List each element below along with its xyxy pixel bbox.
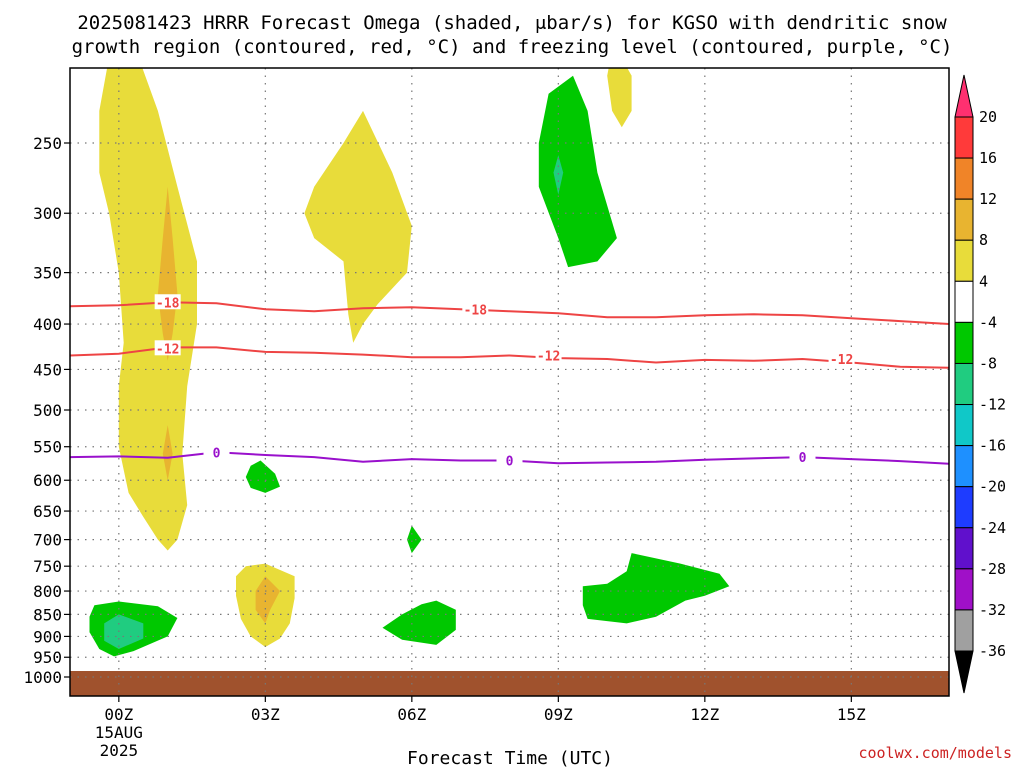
y-tick-label-2: 350 bbox=[33, 264, 62, 283]
y-tick-label-9: 700 bbox=[33, 531, 62, 550]
colorbar-label-10: -24 bbox=[979, 519, 1006, 537]
contour-label-bg-0-0 bbox=[154, 294, 181, 310]
colorbar-label-4: 4 bbox=[979, 272, 988, 290]
y-tick-label-8: 650 bbox=[33, 502, 62, 521]
contour-label-1-1: -12 bbox=[537, 349, 560, 364]
colorbar-top-arrow bbox=[954, 74, 974, 118]
colorbar-box-4 bbox=[954, 280, 974, 323]
y-tick-label-14: 950 bbox=[33, 648, 62, 667]
colorbar-box-11 bbox=[954, 568, 974, 611]
contour-label-bg-2-1 bbox=[496, 452, 523, 468]
chart-title-line-1: 2025081423 HRRR Forecast Omega (shaded, … bbox=[77, 12, 947, 34]
omega-shading bbox=[89, 68, 730, 657]
y-tick-label-11: 800 bbox=[33, 582, 62, 601]
y-tick-label-15: 1000 bbox=[23, 668, 62, 687]
omega-region-6 bbox=[553, 155, 564, 195]
omega-region-1 bbox=[157, 186, 178, 361]
colorbar-box-2 bbox=[954, 198, 974, 241]
contour-label-bg-2-2 bbox=[789, 449, 816, 465]
colorbar-box-12 bbox=[954, 609, 974, 652]
x-tick-label-3: 09Z bbox=[544, 705, 573, 724]
y-tick-label-6: 550 bbox=[33, 438, 62, 457]
contour-label-bg-1-0 bbox=[154, 340, 181, 356]
y-tick-label-7: 600 bbox=[33, 471, 62, 490]
x-tick-label-0: 00Z bbox=[104, 705, 133, 724]
omega-region-10 bbox=[255, 576, 280, 624]
colorbar-box-8 bbox=[954, 445, 974, 488]
contour-label-bg-1-1 bbox=[535, 347, 562, 363]
colorbar-label-8: -16 bbox=[979, 437, 1006, 455]
omega-region-0 bbox=[99, 68, 197, 551]
contour-label-2-0: 0 bbox=[213, 446, 221, 461]
y-tick-label-5: 500 bbox=[33, 401, 62, 420]
contour-label-bg-0-1 bbox=[462, 301, 489, 317]
omega-region-4 bbox=[607, 68, 632, 128]
y-tick-label-13: 900 bbox=[33, 627, 62, 646]
colorbar-label-12: -32 bbox=[979, 601, 1006, 619]
plot-frame bbox=[69, 67, 950, 697]
grid-lines bbox=[70, 68, 949, 696]
colorbar-box-3 bbox=[954, 239, 974, 282]
contour-line-0 bbox=[70, 301, 949, 325]
colorbar-box-5 bbox=[954, 321, 974, 364]
chart-title-line-2: growth region (contoured, red, °C) and f… bbox=[72, 36, 953, 58]
y-tick-label-3: 400 bbox=[33, 315, 62, 334]
colorbar-label-6: -8 bbox=[979, 354, 997, 372]
colorbar-label-3: 8 bbox=[979, 231, 988, 249]
contour-line-1 bbox=[70, 346, 949, 369]
x-axis-label: Forecast Time (UTC) bbox=[407, 748, 613, 768]
terrain-ground bbox=[70, 671, 949, 696]
x-tick-label-1: 03Z bbox=[251, 705, 280, 724]
y-tick-label-12: 850 bbox=[33, 605, 62, 624]
colorbar: 20 16 12 8 4 -4 -8 -12 -16 -20 -24 -28 -32 -36 bbox=[954, 74, 1006, 694]
colorbar-box-7 bbox=[954, 404, 974, 447]
contour-label-1-2: -12 bbox=[830, 353, 853, 368]
omega-region-5 bbox=[538, 75, 617, 268]
colorbar-label-7: -12 bbox=[979, 396, 1006, 414]
contour-label-0-1: -18 bbox=[464, 303, 488, 318]
contour-label-bg-1-2 bbox=[828, 351, 855, 367]
y-tick-label-10: 750 bbox=[33, 557, 62, 576]
colorbar-box-10 bbox=[954, 527, 974, 570]
colorbar-label-9: -20 bbox=[979, 478, 1006, 496]
credit-text: coolwx.com/models bbox=[858, 744, 1012, 762]
x-tick-label-2: 06Z bbox=[397, 705, 426, 724]
y-tick-label-0: 250 bbox=[33, 134, 62, 153]
x-tick-date-0: 15AUG bbox=[95, 723, 143, 742]
colorbar-bottom-arrow bbox=[954, 650, 974, 694]
colorbar-label-5: -4 bbox=[979, 313, 997, 331]
temperature-contours: -18 -18 -12 -12 -12 0 0 0 bbox=[70, 294, 949, 469]
x-tick-label-4: 12Z bbox=[690, 705, 719, 724]
x-tick-year-0: 2025 bbox=[100, 741, 139, 760]
contour-label-1-0: -12 bbox=[156, 342, 179, 357]
y-axis-ticks: 250 300 350 400 450 500 550 600 650 700 750 800 850 9… bbox=[23, 134, 70, 687]
colorbar-box-9 bbox=[954, 486, 974, 529]
colorbar-box-0 bbox=[954, 116, 974, 159]
contour-label-0-0: -18 bbox=[156, 296, 180, 311]
colorbar-box-1 bbox=[954, 157, 974, 200]
x-tick-label-5: 15Z bbox=[837, 705, 866, 724]
y-tick-label-1: 300 bbox=[33, 204, 62, 223]
colorbar-label-1: 16 bbox=[979, 149, 997, 167]
y-tick-label-4: 450 bbox=[33, 360, 62, 379]
contour-label-2-1: 0 bbox=[506, 454, 514, 469]
omega-region-14 bbox=[582, 553, 730, 624]
omega-region-7 bbox=[245, 460, 280, 493]
omega-region-12 bbox=[104, 614, 144, 649]
colorbar-label-2: 12 bbox=[979, 190, 997, 208]
omega-region-2 bbox=[162, 425, 173, 481]
contour-label-2-2: 0 bbox=[799, 451, 807, 466]
contour-label-bg-2-0 bbox=[203, 444, 230, 460]
colorbar-label-11: -28 bbox=[979, 560, 1006, 578]
colorbar-label-13: -36 bbox=[979, 642, 1006, 660]
omega-region-3 bbox=[304, 110, 412, 343]
colorbar-label-0: 20 bbox=[979, 108, 997, 126]
colorbar-box-6 bbox=[954, 362, 974, 406]
omega-region-13 bbox=[382, 600, 456, 645]
omega-region-8 bbox=[407, 525, 422, 554]
